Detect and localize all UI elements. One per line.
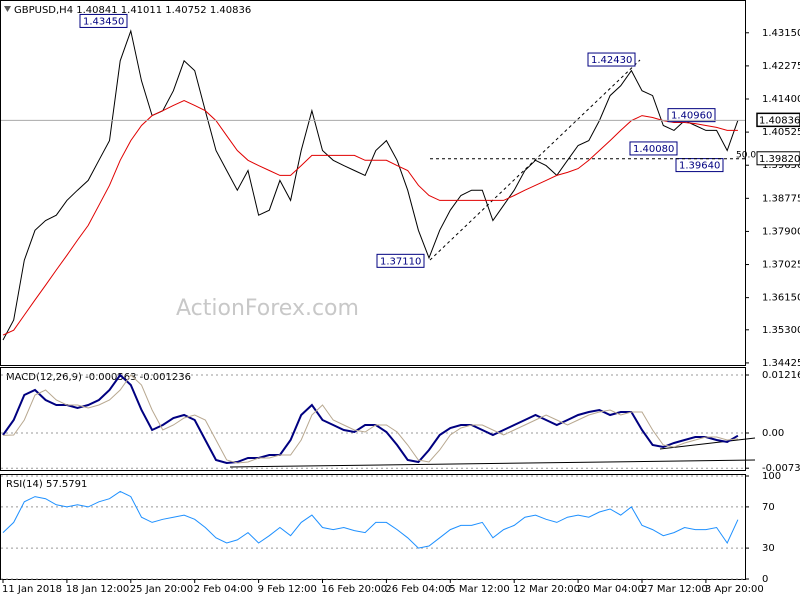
series-line — [2, 99, 738, 336]
annotation-label: 1.43450 — [83, 16, 124, 27]
level-label: 1.39820 — [759, 154, 800, 165]
x-tick-label: 12 Mar 20:00 — [513, 584, 580, 595]
y-tick-label: 1.41400 — [762, 94, 800, 105]
trend-line — [229, 459, 756, 468]
annotation-box — [79, 13, 128, 28]
y-tick-label: -0.007384 — [762, 463, 800, 474]
series-line — [2, 373, 739, 465]
annotation-label: 1.40080 — [633, 144, 674, 155]
y-tick-label: 0.00 — [762, 428, 784, 439]
y-tick-label: 1.35300 — [762, 325, 800, 336]
y-tick-label: 0 — [762, 574, 768, 585]
y-tick-label: 1.42275 — [762, 61, 800, 72]
x-tick-label: 11 Jan 2018 — [2, 584, 62, 595]
x-tick-label: 3 Apr 20:00 — [705, 584, 764, 595]
x-tick-label: 27 Mar 12:00 — [641, 584, 708, 595]
x-tick-label: 2 Feb 04:00 — [194, 584, 253, 595]
series-line — [2, 490, 739, 549]
trend-line — [659, 437, 756, 450]
rsi-title: RSI(14) 57.5791 — [6, 479, 87, 490]
x-tick-label: 18 Jan 12:00 — [66, 584, 129, 595]
x-tick-label: 9 Feb 12:00 — [258, 584, 317, 595]
price-panel — [0, 0, 746, 366]
macd-panel — [0, 367, 746, 471]
level-box — [756, 151, 800, 166]
watermark: ActionForex.com — [176, 296, 359, 321]
series-line — [2, 29, 739, 341]
symbol-icon — [4, 6, 11, 12]
annotation-box — [629, 141, 678, 156]
x-tick-label: 26 Feb 04:00 — [385, 584, 451, 595]
annotation-box — [667, 108, 716, 123]
last-price-box — [756, 112, 800, 128]
y-tick-label: 0.012164 — [762, 370, 800, 381]
y-tick-label: 1.37900 — [762, 226, 800, 237]
annotation-label: 1.39640 — [679, 161, 720, 172]
x-tick-label: 16 Feb 20:00 — [322, 584, 388, 595]
y-tick-label: 100 — [762, 471, 781, 482]
chart-title: GBPUSD,H4 1.40841 1.41011 1.40752 1.4083… — [14, 5, 251, 16]
macd-title: MACD(12,26,9) -0.000563 -0.001236 — [6, 372, 191, 383]
annotation-box — [675, 158, 724, 173]
y-tick-label: 1.36150 — [762, 293, 800, 304]
x-tick-label: 5 Mar 12:00 — [449, 584, 509, 595]
series-line — [2, 374, 738, 464]
y-tick-label: 1.39650 — [762, 160, 800, 171]
last-price-label: 1.40836 — [759, 115, 800, 126]
annotation-label: 1.40960 — [671, 111, 712, 122]
y-tick-label: 30 — [762, 543, 775, 554]
x-tick-label: 25 Jan 20:00 — [130, 584, 193, 595]
annotation-label: 1.37110 — [380, 256, 421, 267]
y-tick-label: 70 — [762, 502, 775, 513]
annotation-box — [376, 253, 425, 268]
level-text: 50.0 — [736, 150, 756, 160]
annotation-box — [587, 52, 636, 67]
annotation-label: 1.42430 — [591, 55, 632, 66]
y-tick-label: 1.40525 — [762, 127, 800, 138]
trend-line — [429, 59, 641, 261]
y-tick-label: 1.43150 — [762, 28, 800, 39]
y-tick-label: 1.34425 — [762, 358, 800, 369]
y-tick-label: 1.37025 — [762, 260, 800, 271]
y-tick-label: 1.38775 — [762, 193, 800, 204]
x-tick-label: 20 Mar 04:00 — [577, 584, 644, 595]
